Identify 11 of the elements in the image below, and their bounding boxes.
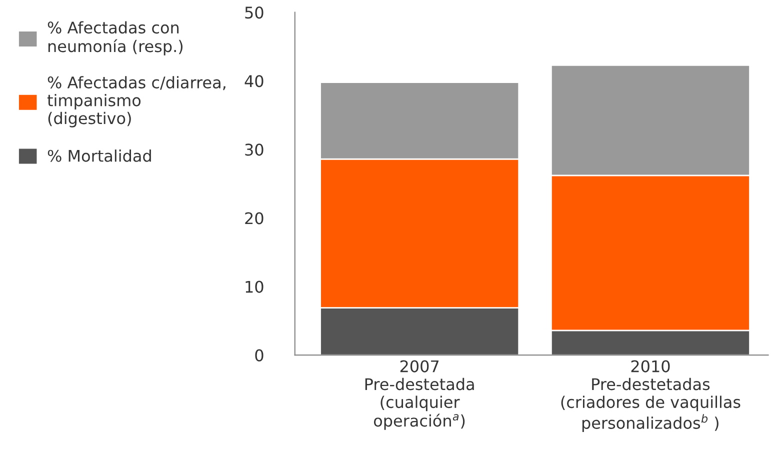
x-tick-label: 2010 Pre-destetadas (criadores de vaquillas personalizados$^{b}$ ): [561, 360, 740, 432]
y-tick-label: 20: [245, 212, 264, 224]
legend-label: % Afectadas con neumonía (resp.): [48, 21, 182, 56]
legend-label: % Afectadas c/diarrea, timpanismo (digestivo): [47, 76, 226, 128]
legend-label: % Mortalidad: [48, 150, 151, 162]
y-tick-label: 0: [255, 349, 264, 362]
y-tick-label: 50: [245, 6, 264, 19]
x-tick-label: 2007 Pre-destetada (cualquier operación$^{a}$): [365, 360, 474, 430]
y-tick-label: 40: [244, 75, 264, 88]
y-tick-label: 30: [245, 144, 264, 156]
y-tick-label: 10: [246, 280, 264, 293]
